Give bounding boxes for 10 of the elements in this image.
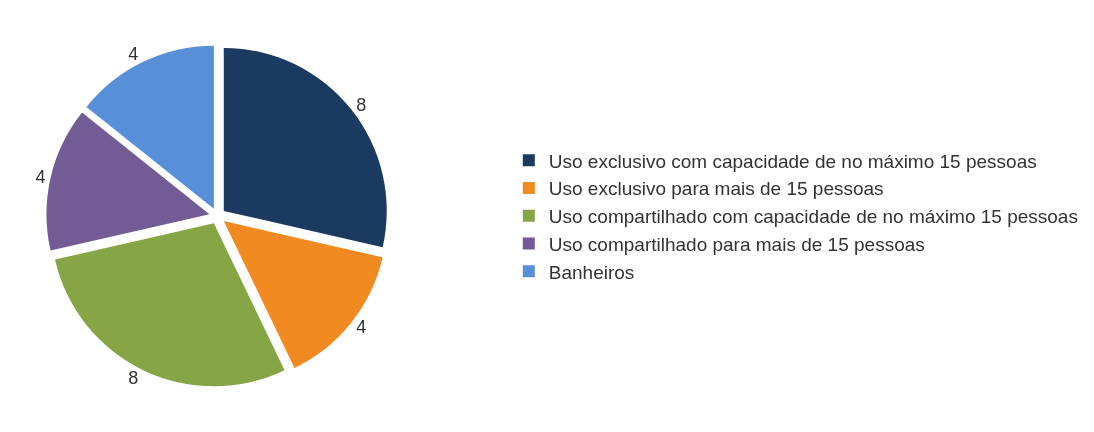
- legend-label: Uso exclusivo com capacidade de no máximo 15 pessoas: [548, 150, 1037, 172]
- data-label: 8: [128, 368, 139, 389]
- data-label: 4: [35, 167, 46, 188]
- legend-label: Uso compartilhado com capacidade de no máximo 15 pessoas: [548, 206, 1078, 228]
- legend-label: Banheiros: [548, 261, 635, 283]
- data-label: 8: [356, 95, 367, 116]
- data-label: 4: [356, 316, 367, 337]
- legend-label: Uso compartilhado para mais de 15 pessoas: [548, 233, 925, 255]
- legend-label: Uso exclusivo para mais de 15 pessoas: [548, 178, 884, 200]
- data-label: 4: [128, 43, 139, 64]
